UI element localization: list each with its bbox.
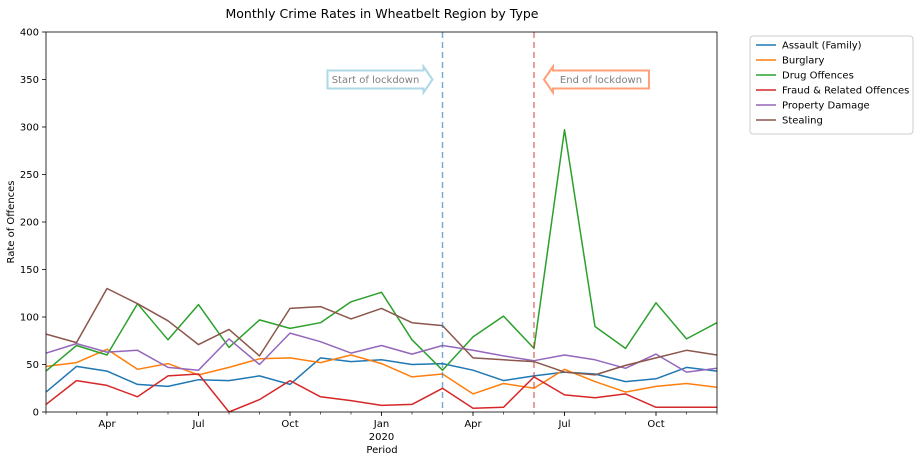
y-tick-label: 250 bbox=[20, 170, 39, 181]
legend-label-0: Assault (Family) bbox=[782, 41, 862, 52]
chart-title: Monthly Crime Rates in Wheatbelt Region … bbox=[225, 6, 538, 21]
y-tick-label: 300 bbox=[20, 123, 39, 134]
annotation-arrow-1 bbox=[542, 63, 650, 96]
series-line-1 bbox=[46, 348, 717, 395]
series-line-2 bbox=[46, 129, 717, 372]
y-tick-label: 150 bbox=[20, 265, 39, 276]
annotation-label-0: Start of lockdown bbox=[332, 75, 420, 86]
annotation-arrow-0 bbox=[326, 63, 434, 96]
series-line-5 bbox=[46, 287, 717, 376]
legend: Assault (Family) Burglary Drug Offences Fra… bbox=[749, 35, 914, 135]
plot-frame bbox=[45, 31, 718, 413]
y-tick-label: 350 bbox=[20, 75, 39, 86]
series-line-4 bbox=[46, 332, 717, 373]
x-tick-label: Jul bbox=[191, 419, 204, 430]
legend-label-3: Fraud & Related Offences bbox=[782, 86, 909, 97]
x-tick-label: Apr bbox=[98, 419, 116, 430]
legend-label-1: Burglary bbox=[782, 56, 824, 67]
x-tick-label: Jul bbox=[557, 419, 570, 430]
x-tick-label: Apr bbox=[464, 419, 482, 430]
x-tick-label: Oct bbox=[647, 419, 664, 430]
y-tick-label: 400 bbox=[20, 28, 39, 39]
plot-area: 0 50 100 150 200 250 300 350 400 Apr Jul Oct Jan 2020… bbox=[20, 28, 718, 443]
y-tick-label: 50 bbox=[26, 360, 39, 371]
series-line-0 bbox=[46, 357, 717, 393]
legend-label-2: Drug Offences bbox=[782, 71, 854, 82]
y-tick-label: 200 bbox=[20, 218, 39, 229]
x-tick-label: Jan bbox=[373, 419, 389, 430]
legend-label-5: Stealing bbox=[782, 116, 823, 127]
series-line-3 bbox=[46, 373, 717, 412]
y-tick-label: 100 bbox=[20, 313, 39, 324]
legend-frame bbox=[749, 35, 914, 135]
x-tick-sublabel: 2020 bbox=[369, 432, 394, 443]
annotation-label-1: End of lockdown bbox=[560, 75, 642, 86]
legend-label-4: Property Damage bbox=[782, 101, 870, 112]
x-axis-label: Period bbox=[366, 445, 397, 456]
x-tick-label: Oct bbox=[281, 419, 298, 430]
y-tick-label: 0 bbox=[33, 408, 39, 419]
y-axis-label: Rate of Offences bbox=[6, 180, 17, 263]
